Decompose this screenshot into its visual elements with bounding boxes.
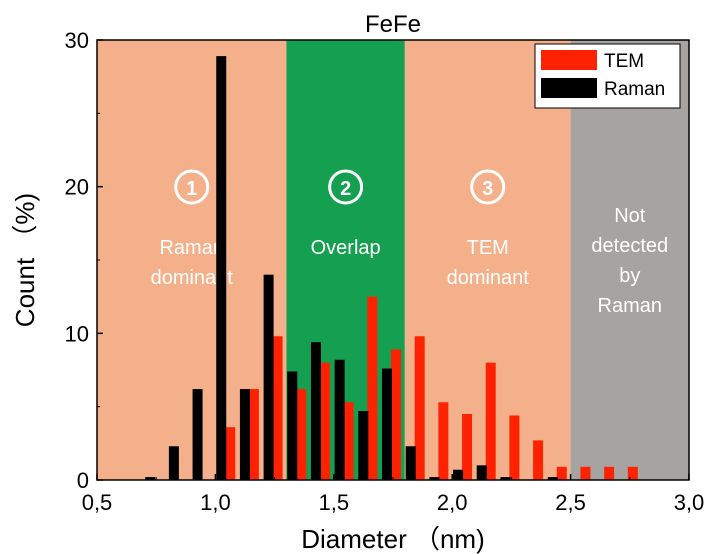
raman-bar <box>500 477 511 480</box>
raman-bar <box>453 469 464 480</box>
tem-bar <box>462 414 473 480</box>
chart-title: FeFe <box>365 11 421 38</box>
raman-bar <box>168 446 179 480</box>
tem-bar <box>272 336 283 480</box>
raman-bar <box>476 465 487 480</box>
legend: TEM Raman <box>534 43 681 109</box>
region-number-circle <box>328 169 364 205</box>
tem-bar <box>604 466 615 480</box>
tem-bar <box>509 415 520 480</box>
tem-bar <box>391 349 401 480</box>
tem-bar <box>225 427 236 480</box>
legend-label: TEM <box>604 51 644 72</box>
y-tick-label: 10 <box>65 321 89 346</box>
tem-bar <box>556 466 567 480</box>
tem-bar <box>580 466 591 480</box>
raman-bar <box>145 477 156 480</box>
raman-bar <box>263 274 274 480</box>
y-tick-label: 20 <box>65 175 89 200</box>
y-tick-label: 0 <box>77 468 89 493</box>
region-label: detected <box>591 235 668 257</box>
tem-bar <box>414 336 425 480</box>
legend-label: Raman <box>604 79 665 100</box>
region-band <box>570 40 689 480</box>
raman-bar <box>334 359 345 480</box>
raman-bar <box>239 389 250 480</box>
tem-bar <box>438 402 449 480</box>
region-number: 1 <box>186 178 197 200</box>
raman-bar <box>382 368 392 480</box>
tem-bar <box>248 389 259 480</box>
x-axis-label: Diameter （nm) <box>301 524 484 554</box>
x-tick-label: 2,0 <box>437 490 468 515</box>
tem-bar <box>533 440 544 480</box>
raman-bar <box>429 477 440 480</box>
region-number: 2 <box>340 178 351 200</box>
region-label: Not <box>614 205 646 227</box>
tem-bar <box>343 402 354 480</box>
y-tick-label: 30 <box>65 28 89 53</box>
bar-layer <box>145 56 638 481</box>
raman-bar <box>405 446 416 480</box>
region-number-circle <box>470 169 506 205</box>
raman-bar <box>216 56 227 481</box>
axes-layer: 0,5 1,0 1,5 2,0 2,5 3,0 0 10 20 30 <box>65 28 705 515</box>
tem-bar <box>319 362 330 480</box>
raman-bar <box>310 342 321 480</box>
x-tick-label: 1,0 <box>200 490 231 515</box>
y-axis-label: Count （%) <box>10 193 40 327</box>
raman-bar <box>358 411 369 480</box>
legend-swatch <box>541 50 597 70</box>
raman-bar <box>192 389 203 480</box>
x-tick-label: 0,5 <box>82 490 113 515</box>
region-label: Overlap <box>311 237 381 259</box>
region-label: dominant <box>151 267 234 289</box>
region-label: dominant <box>447 267 530 289</box>
region-number: 3 <box>482 178 493 200</box>
region-number-circle <box>174 169 210 205</box>
tem-bar <box>627 466 638 480</box>
legend-swatch <box>541 78 597 98</box>
raman-bar <box>287 371 298 480</box>
region-label: Raman <box>598 295 662 317</box>
x-tick-label: 3,0 <box>674 490 705 515</box>
tem-bar <box>296 389 307 480</box>
tem-bar <box>367 296 378 480</box>
raman-bar <box>547 477 558 480</box>
tem-bar <box>485 362 496 480</box>
region-label: by <box>619 265 640 287</box>
x-tick-label: 2,5 <box>555 490 586 515</box>
region-label: TEM <box>467 237 509 259</box>
x-tick-label: 1,5 <box>319 490 350 515</box>
region-layer <box>97 40 689 480</box>
region-label: Raman <box>159 237 223 259</box>
region-label-layer: 1 Raman dominant 2 Overlap 3 TEM dominant Not det… <box>151 169 668 317</box>
